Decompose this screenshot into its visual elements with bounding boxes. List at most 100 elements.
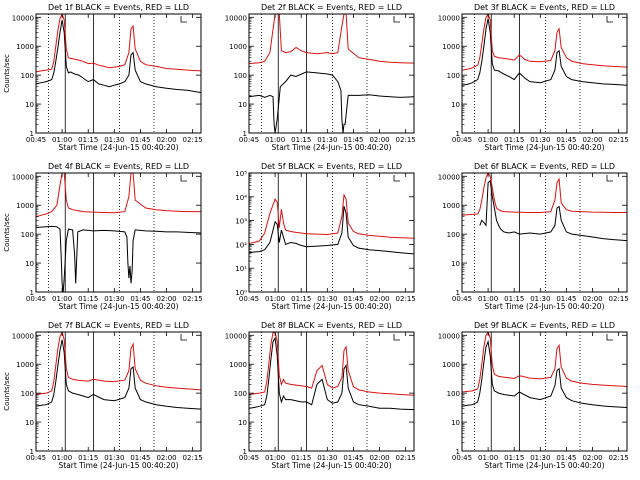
panel-8: Det 8f BLACK = Events, RED = LLD 00:45 01:… <box>225 321 416 470</box>
plot-frame <box>461 172 628 293</box>
x-tick-label: 02:00 <box>369 136 389 144</box>
y-tick-label: 10 <box>238 419 247 427</box>
panel-1: Det 1f BLACK = Events, RED = LLD 00:45 01:… <box>3 3 203 152</box>
corner-bracket-mark <box>606 175 613 182</box>
x-tick-label: 02:15 <box>183 295 203 303</box>
y-tick-label: 1000 <box>16 202 34 210</box>
x-tick-label: 02:00 <box>156 295 176 303</box>
x-tick-label: 02:15 <box>396 295 416 303</box>
lld-series-line <box>249 332 414 396</box>
plot-frame <box>461 13 628 134</box>
x-tick-label: 01:45 <box>130 295 150 303</box>
x-tick-label: 00:45 <box>452 295 472 303</box>
lld-series-line <box>249 14 414 65</box>
y-tick-label: 10 <box>25 419 34 427</box>
x-tick-label: 00:45 <box>26 136 46 144</box>
y-tick-label: 10 <box>25 260 34 268</box>
y-tick-label: 10³ <box>235 218 247 226</box>
y-tick-label: 1000 <box>16 361 34 369</box>
y-tick-label: 100 <box>447 231 460 239</box>
y-tick-label: 100 <box>234 390 247 398</box>
x-tick-label: 01:30 <box>530 295 550 303</box>
x-tick-label: 01:00 <box>52 136 72 144</box>
y-tick-label: 10000 <box>438 332 460 340</box>
y-tick-label: 10⁵ <box>235 170 247 178</box>
y-tick-label: 10¹ <box>235 265 247 273</box>
plot-frame <box>35 172 202 293</box>
y-tick-label: 1000 <box>442 202 460 210</box>
y-tick-label: 10⁴ <box>235 194 247 202</box>
panel-title: Det 4f BLACK = Events, RED = LLD <box>48 162 189 171</box>
lld-series-line <box>462 332 627 393</box>
x-tick-label: 01:45 <box>343 454 363 462</box>
x-axis-label: Start Time (24-Jun-15 00:40:20) <box>59 302 179 311</box>
events-series-line <box>462 18 627 86</box>
x-tick-label: 01:30 <box>104 295 124 303</box>
x-tick-label: 02:00 <box>369 454 389 462</box>
plot-frame <box>35 331 202 452</box>
x-axis-label: Start Time (24-Jun-15 00:40:20) <box>272 302 392 311</box>
plot-frame <box>248 13 415 134</box>
x-tick-label: 01:00 <box>52 454 72 462</box>
x-tick-label: 01:15 <box>504 295 524 303</box>
y-tick-label: 1000 <box>229 43 247 51</box>
x-tick-label: 01:00 <box>478 295 498 303</box>
y-tick-label: 10000 <box>438 14 460 22</box>
x-tick-label: 01:45 <box>343 295 363 303</box>
corner-bracket-mark <box>606 334 613 341</box>
x-tick-label: 01:15 <box>504 454 524 462</box>
events-series-line <box>249 336 414 411</box>
lld-series-line <box>36 173 201 218</box>
x-axis-label: Start Time (24-Jun-15 00:40:20) <box>485 143 605 152</box>
x-tick-label: 01:15 <box>78 295 98 303</box>
x-tick-label: 01:30 <box>317 136 337 144</box>
x-axis-label: Start Time (24-Jun-15 00:40:20) <box>59 461 179 470</box>
x-tick-label: 01:30 <box>530 136 550 144</box>
panel-title: Det 7f BLACK = Events, RED = LLD <box>48 321 189 330</box>
y-tick-label: 1 <box>30 289 34 297</box>
x-tick-label: 01:15 <box>504 136 524 144</box>
corner-bracket-mark <box>393 175 400 182</box>
events-series-line <box>479 179 627 242</box>
y-tick-label: 100 <box>21 72 34 80</box>
plot-frame <box>248 331 415 452</box>
y-tick-label: 1000 <box>16 43 34 51</box>
events-series-line <box>36 225 201 292</box>
y-tick-label: 1 <box>243 448 247 456</box>
y-tick-label: 10² <box>235 241 247 249</box>
y-tick-label: 10000 <box>438 173 460 181</box>
x-tick-label: 01:15 <box>291 454 311 462</box>
x-tick-label: 02:00 <box>156 136 176 144</box>
x-tick-label: 01:00 <box>265 136 285 144</box>
y-tick-label: 1 <box>456 289 460 297</box>
x-axis-label: Start Time (24-Jun-15 00:40:20) <box>485 461 605 470</box>
y-tick-label: 10000 <box>225 14 247 22</box>
y-tick-label: 1 <box>456 448 460 456</box>
y-tick-label: 10⁰ <box>235 289 247 297</box>
x-tick-label: 02:00 <box>369 295 389 303</box>
y-tick-label: 10000 <box>12 173 34 181</box>
x-tick-label: 00:45 <box>26 295 46 303</box>
plot-frame <box>461 331 628 452</box>
lld-series-line <box>462 14 627 71</box>
panel-2: Det 2f BLACK = Events, RED = LLD 00:45 01:… <box>225 3 416 152</box>
lld-series-line <box>36 14 201 73</box>
plot-frame <box>248 172 415 293</box>
panel-title: Det 2f BLACK = Events, RED = LLD <box>261 3 402 12</box>
y-tick-label: 100 <box>234 72 247 80</box>
events-series-line <box>36 339 201 410</box>
panel-title: Det 6f BLACK = Events, RED = LLD <box>474 162 615 171</box>
y-tick-label: 10 <box>451 260 460 268</box>
x-tick-label: 02:15 <box>609 295 629 303</box>
corner-bracket-mark <box>180 16 187 23</box>
x-tick-label: 02:15 <box>609 136 629 144</box>
x-axis-label: Start Time (24-Jun-15 00:40:20) <box>272 461 392 470</box>
panel-title: Det 9f BLACK = Events, RED = LLD <box>474 321 615 330</box>
panel-3: Det 3f BLACK = Events, RED = LLD 00:45 01:… <box>438 3 629 152</box>
y-tick-label: 100 <box>447 390 460 398</box>
x-tick-label: 01:00 <box>265 454 285 462</box>
y-tick-label: 1000 <box>442 361 460 369</box>
y-tick-label: 1000 <box>442 43 460 51</box>
y-axis-label: Counts/sec <box>3 213 11 252</box>
